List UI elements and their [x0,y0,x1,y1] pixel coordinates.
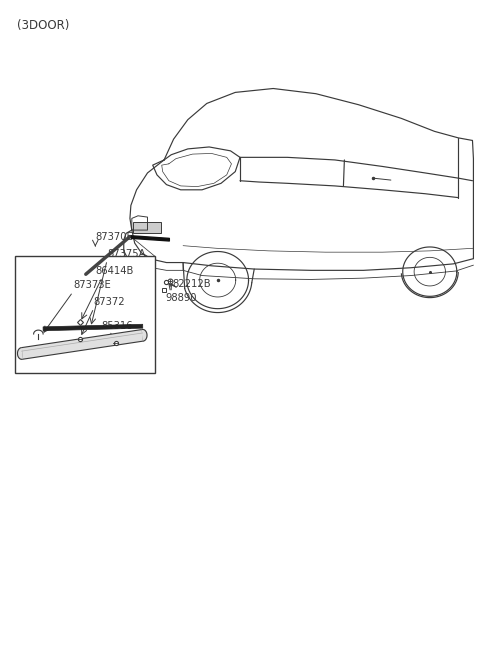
Text: 87372: 87372 [94,297,125,307]
Text: 87370E: 87370E [96,232,133,242]
Text: 87375A: 87375A [107,249,145,259]
Text: 86414B: 86414B [96,265,133,276]
Text: 87373E: 87373E [73,280,111,290]
Bar [133,221,161,233]
Text: 85316: 85316 [101,322,132,331]
Bar [14,256,155,373]
Text: 82212B: 82212B [173,278,211,289]
Polygon shape [17,348,22,360]
Polygon shape [43,324,143,331]
Polygon shape [21,329,143,360]
Polygon shape [142,329,147,341]
Text: 98890: 98890 [165,293,196,303]
Text: (3DOOR): (3DOOR) [17,19,70,32]
